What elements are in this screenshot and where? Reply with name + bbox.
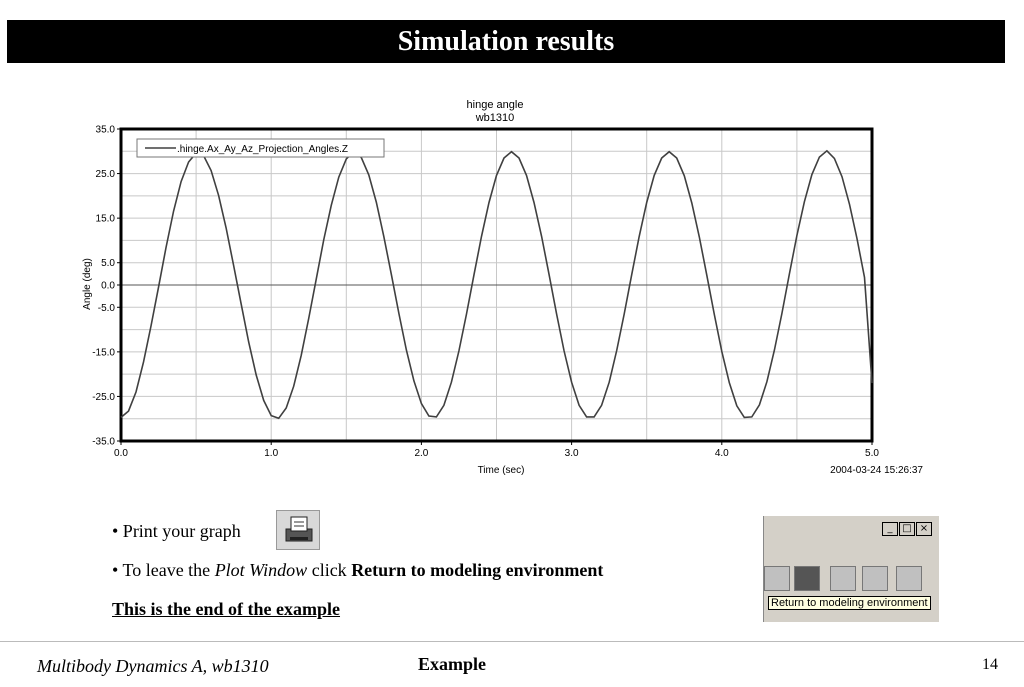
page-number: 14: [982, 656, 998, 673]
y-tick-label: -5.0: [98, 303, 116, 314]
y-tick-label: 25.0: [96, 169, 116, 180]
legend-label: .hinge.Ax_Ay_Az_Projection_Angles.Z: [177, 144, 348, 155]
x-axis-label: Time (sec): [478, 465, 525, 476]
chart-subtitle: wb1310: [475, 112, 515, 124]
y-tick-label: -35.0: [92, 437, 115, 448]
minimize-button[interactable]: _: [882, 522, 898, 536]
x-tick-label: 5.0: [865, 448, 879, 459]
legend-box: [136, 138, 385, 158]
end-of-example-text: This is the end of the example: [112, 599, 341, 619]
chart-title: hinge angle: [467, 99, 524, 111]
return-text: Return to modeling environment: [351, 560, 604, 580]
y-tick-label: 35.0: [96, 125, 116, 136]
plot-window-toolbar: _ □ × Return to modeling environment: [763, 516, 939, 622]
x-tick-label: 0.0: [114, 448, 128, 459]
chart-gridlines: [121, 129, 872, 441]
chart-legend: .hinge.Ax_Ay_Az_Projection_Angles.Z: [136, 138, 385, 158]
y-tick-label: 15.0: [96, 214, 116, 225]
chart-timestamp: 2004-03-24 15:26:37: [830, 465, 923, 476]
footer-section: Example: [418, 654, 487, 674]
footer-course: Multibody Dynamics A, wb1310: [37, 656, 269, 676]
bullet-leave-mid: click: [307, 560, 352, 580]
y-tick-label: 5.0: [101, 258, 115, 269]
plot-window-text: Plot Window: [214, 560, 308, 580]
x-tick-label: 4.0: [715, 448, 729, 459]
chart-series: [120, 149, 873, 420]
bullet-leave-prefix: • To leave the: [112, 560, 215, 580]
y-tick-label: 0.0: [101, 281, 115, 292]
y-axis-label: Angle (deg): [82, 258, 93, 310]
printer-icon: [285, 516, 313, 542]
y-tick-label: -15.0: [92, 347, 115, 358]
close-button[interactable]: ×: [916, 522, 932, 536]
chart-ticks: 35.025.015.05.00.0-5.0-15.0-25.0-35.00.0…: [92, 125, 879, 460]
line-chart: 35.025.015.05.00.0-5.0-15.0-25.0-35.00.0…: [82, 99, 923, 476]
bullet-print: • Print your graph: [112, 521, 241, 541]
export-icon[interactable]: [830, 566, 856, 591]
slide-title: Simulation results: [7, 20, 1005, 63]
x-tick-label: 2.0: [414, 448, 428, 459]
series-line: [120, 149, 873, 420]
x-tick-label: 3.0: [565, 448, 579, 459]
print-button[interactable]: [276, 510, 320, 550]
bullet-leave: • To leave the Plot Window click Return …: [112, 560, 603, 581]
page-icon[interactable]: [794, 566, 820, 591]
x-tick-label: 1.0: [264, 448, 278, 459]
footer-divider: [0, 641, 1024, 642]
layout-icon[interactable]: [764, 566, 790, 591]
plot-frame: [119, 127, 874, 443]
maximize-button[interactable]: □: [899, 522, 915, 536]
return-to-modeling-icon[interactable]: [862, 566, 888, 591]
tooltip: Return to modeling environment: [768, 596, 931, 610]
y-tick-label: -25.0: [92, 392, 115, 403]
gear-icon[interactable]: [896, 566, 922, 591]
